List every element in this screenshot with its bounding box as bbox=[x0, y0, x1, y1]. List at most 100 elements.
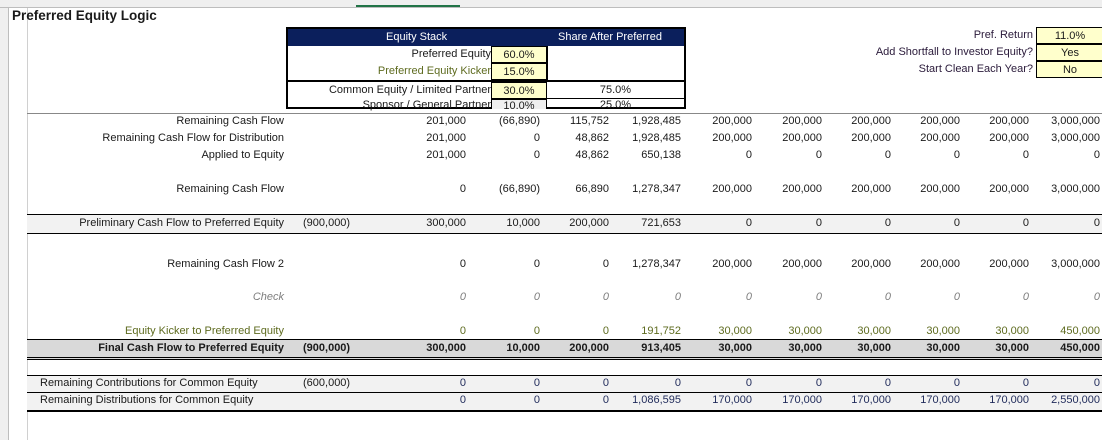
period-value: 0 bbox=[884, 291, 891, 303]
period-value: 0 bbox=[602, 394, 609, 406]
period-value: 0 bbox=[1093, 377, 1100, 389]
stack-value-input[interactable]: 15.0% bbox=[491, 63, 547, 80]
period-value: 721,653 bbox=[641, 217, 681, 229]
period-value: 201,000 bbox=[426, 149, 466, 161]
row-label: Check bbox=[252, 291, 284, 303]
period-value: 1,086,595 bbox=[632, 394, 681, 406]
table-row: Final Cash Flow to Preferred Equity (900… bbox=[0, 340, 1102, 357]
period-value: 200,000 bbox=[851, 258, 891, 270]
setting-input[interactable]: Yes bbox=[1036, 44, 1102, 61]
period-value: 0 bbox=[815, 149, 822, 161]
period-value: 200,000 bbox=[989, 258, 1029, 270]
period-value: 200,000 bbox=[851, 115, 891, 127]
setting-label: Add Shortfall to Investor Equity? bbox=[875, 46, 1033, 58]
row-label: Remaining Cash Flow for Distribution bbox=[102, 132, 284, 144]
setting-input[interactable]: 11.0% bbox=[1036, 27, 1102, 44]
period-value: 0 bbox=[884, 377, 891, 389]
period-value: 0 bbox=[459, 377, 466, 389]
period-value: 66,890 bbox=[575, 183, 609, 195]
period-value: 0 bbox=[459, 258, 466, 270]
period-value: 191,752 bbox=[641, 325, 681, 337]
period-value: 0 bbox=[533, 325, 540, 337]
period-value: 650,138 bbox=[641, 149, 681, 161]
equity-stack-header: Equity Stack Share After Preferred bbox=[288, 29, 684, 46]
period-value: 0 bbox=[815, 291, 822, 303]
divider bbox=[547, 46, 548, 80]
period-value: 1,278,347 bbox=[632, 183, 681, 195]
period-value: 10,000 bbox=[506, 342, 540, 354]
period-value: 0 bbox=[602, 291, 609, 303]
period-value: 200,000 bbox=[920, 183, 960, 195]
period-value: (66,890) bbox=[499, 183, 540, 195]
setting-input[interactable]: No bbox=[1036, 61, 1102, 78]
period-value: 200,000 bbox=[989, 183, 1029, 195]
table-row: Check 0 0 0 0 0 0 0 0 0 0 bbox=[0, 289, 1102, 306]
period-value: 200,000 bbox=[851, 183, 891, 195]
period-value: 115,752 bbox=[570, 115, 609, 127]
period-value: 0 bbox=[602, 258, 609, 270]
stack-value-input[interactable]: 60.0% bbox=[491, 46, 547, 63]
stack-value-input[interactable]: 30.0% bbox=[491, 82, 547, 99]
period-value: 30,000 bbox=[718, 342, 752, 354]
period-value: 0 bbox=[745, 217, 752, 229]
period-value: 0 bbox=[1093, 217, 1100, 229]
period-value: 1,928,485 bbox=[632, 132, 681, 144]
period-value: 30,000 bbox=[718, 325, 752, 337]
period-value: 0 bbox=[674, 377, 681, 389]
table-row: Remaining Cash Flow for Distribution 201… bbox=[0, 130, 1102, 147]
period-value: 0 bbox=[745, 149, 752, 161]
period-value: 0 bbox=[533, 132, 540, 144]
page-title: Preferred Equity Logic bbox=[12, 8, 157, 23]
stack-label: Common Equity / Limited Partner bbox=[328, 84, 491, 96]
header-equity-stack: Equity Stack bbox=[386, 31, 448, 43]
row-label: Equity Kicker to Preferred Equity bbox=[125, 325, 284, 337]
period-value: 200,000 bbox=[989, 115, 1029, 127]
period-value: 0 bbox=[674, 291, 681, 303]
period-value: 10,000 bbox=[506, 217, 540, 229]
stack-label: Preferred Equity Kicker bbox=[377, 65, 491, 77]
row-label: Remaining Cash Flow 2 bbox=[167, 258, 284, 270]
setting-label: Pref. Return bbox=[973, 29, 1033, 41]
equity-stack-table: Equity Stack Share After Preferred Prefe… bbox=[286, 27, 686, 112]
period-value: (66,890) bbox=[499, 115, 540, 127]
initial-value: (900,000) bbox=[303, 342, 351, 354]
period-value: 0 bbox=[745, 291, 752, 303]
period-value: 0 bbox=[602, 377, 609, 389]
row-label: Final Cash Flow to Preferred Equity bbox=[98, 342, 284, 354]
period-value: 450,000 bbox=[1060, 342, 1100, 354]
period-value: 0 bbox=[459, 394, 466, 406]
period-value: 200,000 bbox=[920, 132, 960, 144]
period-value: 0 bbox=[533, 394, 540, 406]
period-value: 0 bbox=[1093, 149, 1100, 161]
period-value: 30,000 bbox=[926, 342, 960, 354]
period-value: 0 bbox=[815, 377, 822, 389]
period-value: 30,000 bbox=[857, 325, 891, 337]
period-value: 200,000 bbox=[712, 183, 752, 195]
period-value: 300,000 bbox=[426, 342, 466, 354]
period-value: 30,000 bbox=[857, 342, 891, 354]
period-value: 200,000 bbox=[782, 115, 822, 127]
period-value: 0 bbox=[884, 149, 891, 161]
column-headers bbox=[0, 0, 1102, 8]
period-value: 2,550,000 bbox=[1051, 394, 1100, 406]
period-value: 3,000,000 bbox=[1051, 258, 1100, 270]
period-value: 0 bbox=[1022, 291, 1029, 303]
period-value: 48,862 bbox=[575, 132, 609, 144]
period-value: 200,000 bbox=[712, 132, 752, 144]
period-value: 0 bbox=[1022, 149, 1029, 161]
period-value: 200,000 bbox=[782, 258, 822, 270]
table-row: Remaining Distributions for Common Equit… bbox=[0, 392, 1102, 409]
common-band bbox=[27, 375, 1102, 412]
period-value: 450,000 bbox=[1060, 325, 1100, 337]
period-value: 0 bbox=[953, 291, 960, 303]
table-row: Preliminary Cash Flow to Preferred Equit… bbox=[0, 215, 1102, 232]
period-value: 200,000 bbox=[782, 132, 822, 144]
period-value: 300,000 bbox=[426, 217, 466, 229]
period-value: 0 bbox=[533, 291, 540, 303]
row-headers bbox=[0, 8, 9, 440]
row-label: Preliminary Cash Flow to Preferred Equit… bbox=[79, 217, 284, 229]
table-row: Remaining Contributions for Common Equit… bbox=[0, 375, 1102, 392]
selected-column-indicator bbox=[356, 5, 460, 7]
row-label: Remaining Cash Flow bbox=[176, 115, 284, 127]
period-value: 170,000 bbox=[920, 394, 960, 406]
